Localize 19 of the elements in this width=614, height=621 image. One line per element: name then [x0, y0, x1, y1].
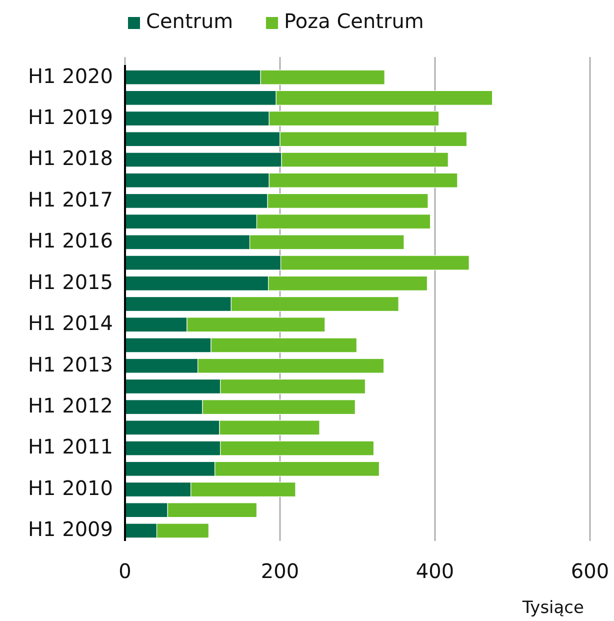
legend-label: Centrum [146, 9, 234, 33]
x-tick-label: 0 [118, 559, 132, 583]
y-tick-label: H1 2014 [28, 311, 113, 336]
y-tick-label: H1 2017 [28, 187, 113, 212]
y-tick-label: H1 2009 [28, 517, 113, 542]
y-tick-label: H1 2019 [28, 104, 113, 129]
y-tick-label: H1 2010 [28, 476, 113, 500]
legend-label: Poza Centrum [284, 9, 424, 33]
y-tick-label: H1 2015 [28, 270, 113, 294]
y-tick-label: H1 2012 [28, 394, 113, 418]
y-tick-label: H1 2011 [28, 434, 113, 459]
y-tick-label: H1 2020 [28, 64, 113, 88]
x-tick-label: 200 [260, 559, 300, 583]
x-tick-label: 400 [416, 559, 454, 583]
y-tick-label: H1 2013 [28, 352, 113, 376]
x-tick-label: 600 [570, 559, 610, 583]
x-axis-title: Tysiące [521, 598, 584, 618]
y-tick-label: H1 2016 [28, 228, 113, 253]
y-tick-label: H1 2018 [28, 146, 113, 170]
